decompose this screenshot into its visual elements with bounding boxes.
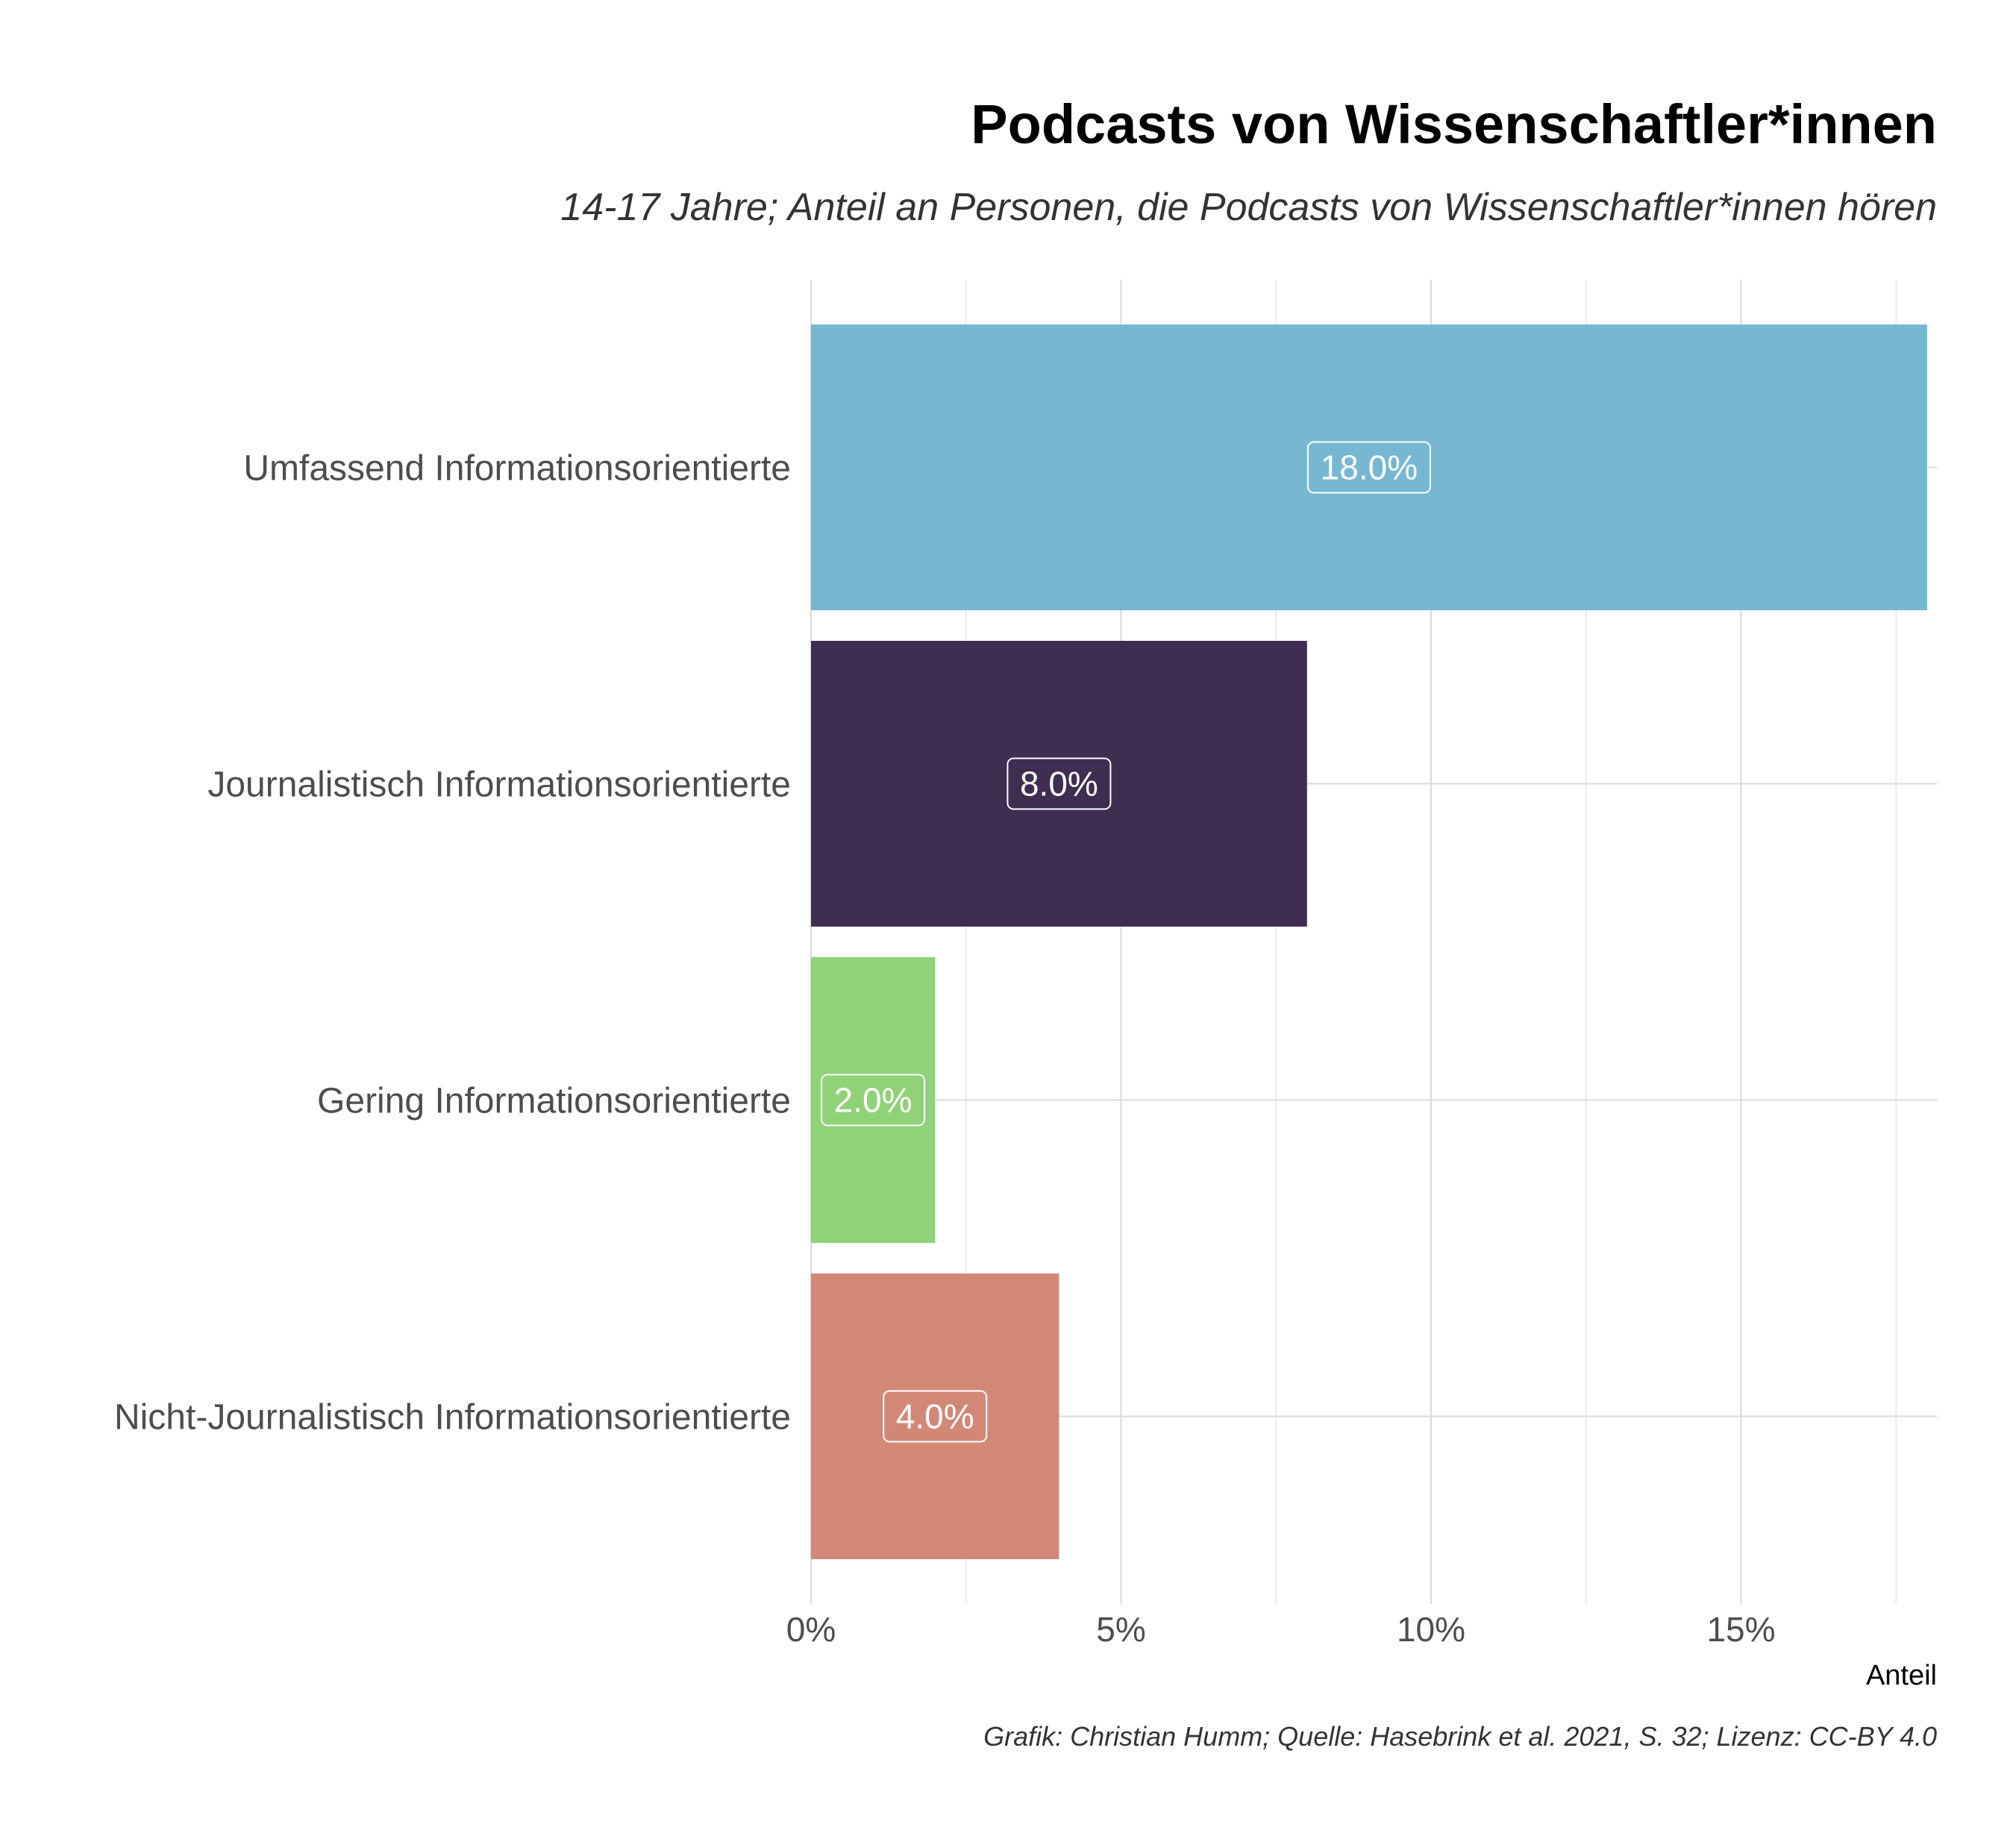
data-label-box	[883, 1390, 988, 1443]
x-tick-label: 0%	[786, 1610, 836, 1649]
chart-caption: Grafik: Christian Humm; Quelle: Hasebrin…	[983, 1721, 1937, 1752]
data-label-box	[821, 1074, 926, 1127]
x-tick-label: 15%	[1706, 1610, 1775, 1649]
category-label: Journalistisch Informationsorientierte	[207, 765, 791, 805]
chart-subtitle: 14-17 Jahre; Anteil an Personen, die Pod…	[560, 186, 1937, 229]
tick-layer: 0% 5% 10% 15%	[786, 1610, 1776, 1649]
data-label: 4.0%	[896, 1397, 974, 1436]
data-label-layer: 18.0% 8.0% 2.0% 4.0%	[821, 441, 1431, 1443]
x-tick-label: 5%	[1096, 1610, 1145, 1649]
category-label: Gering Informationsorientierte	[317, 1082, 791, 1121]
data-label: 2.0%	[834, 1081, 912, 1120]
category-label: Nicht-Journalistisch Informationsorienti…	[114, 1398, 791, 1438]
data-label-box	[1007, 757, 1112, 810]
category-label: Umfassend Informationsorientierte	[243, 449, 791, 489]
category-layer: Umfassend Informationsorientierte Journal…	[114, 449, 791, 1438]
data-label-box	[1306, 441, 1431, 494]
x-tick-label: 10%	[1397, 1610, 1465, 1649]
bar-layer	[811, 325, 1927, 1559]
x-axis-title: Anteil	[1866, 1660, 1937, 1691]
data-label: 18.0%	[1321, 448, 1418, 487]
chart-title: Podcasts von Wissenschaftler*innen	[971, 93, 1937, 155]
data-label: 8.0%	[1020, 765, 1098, 803]
